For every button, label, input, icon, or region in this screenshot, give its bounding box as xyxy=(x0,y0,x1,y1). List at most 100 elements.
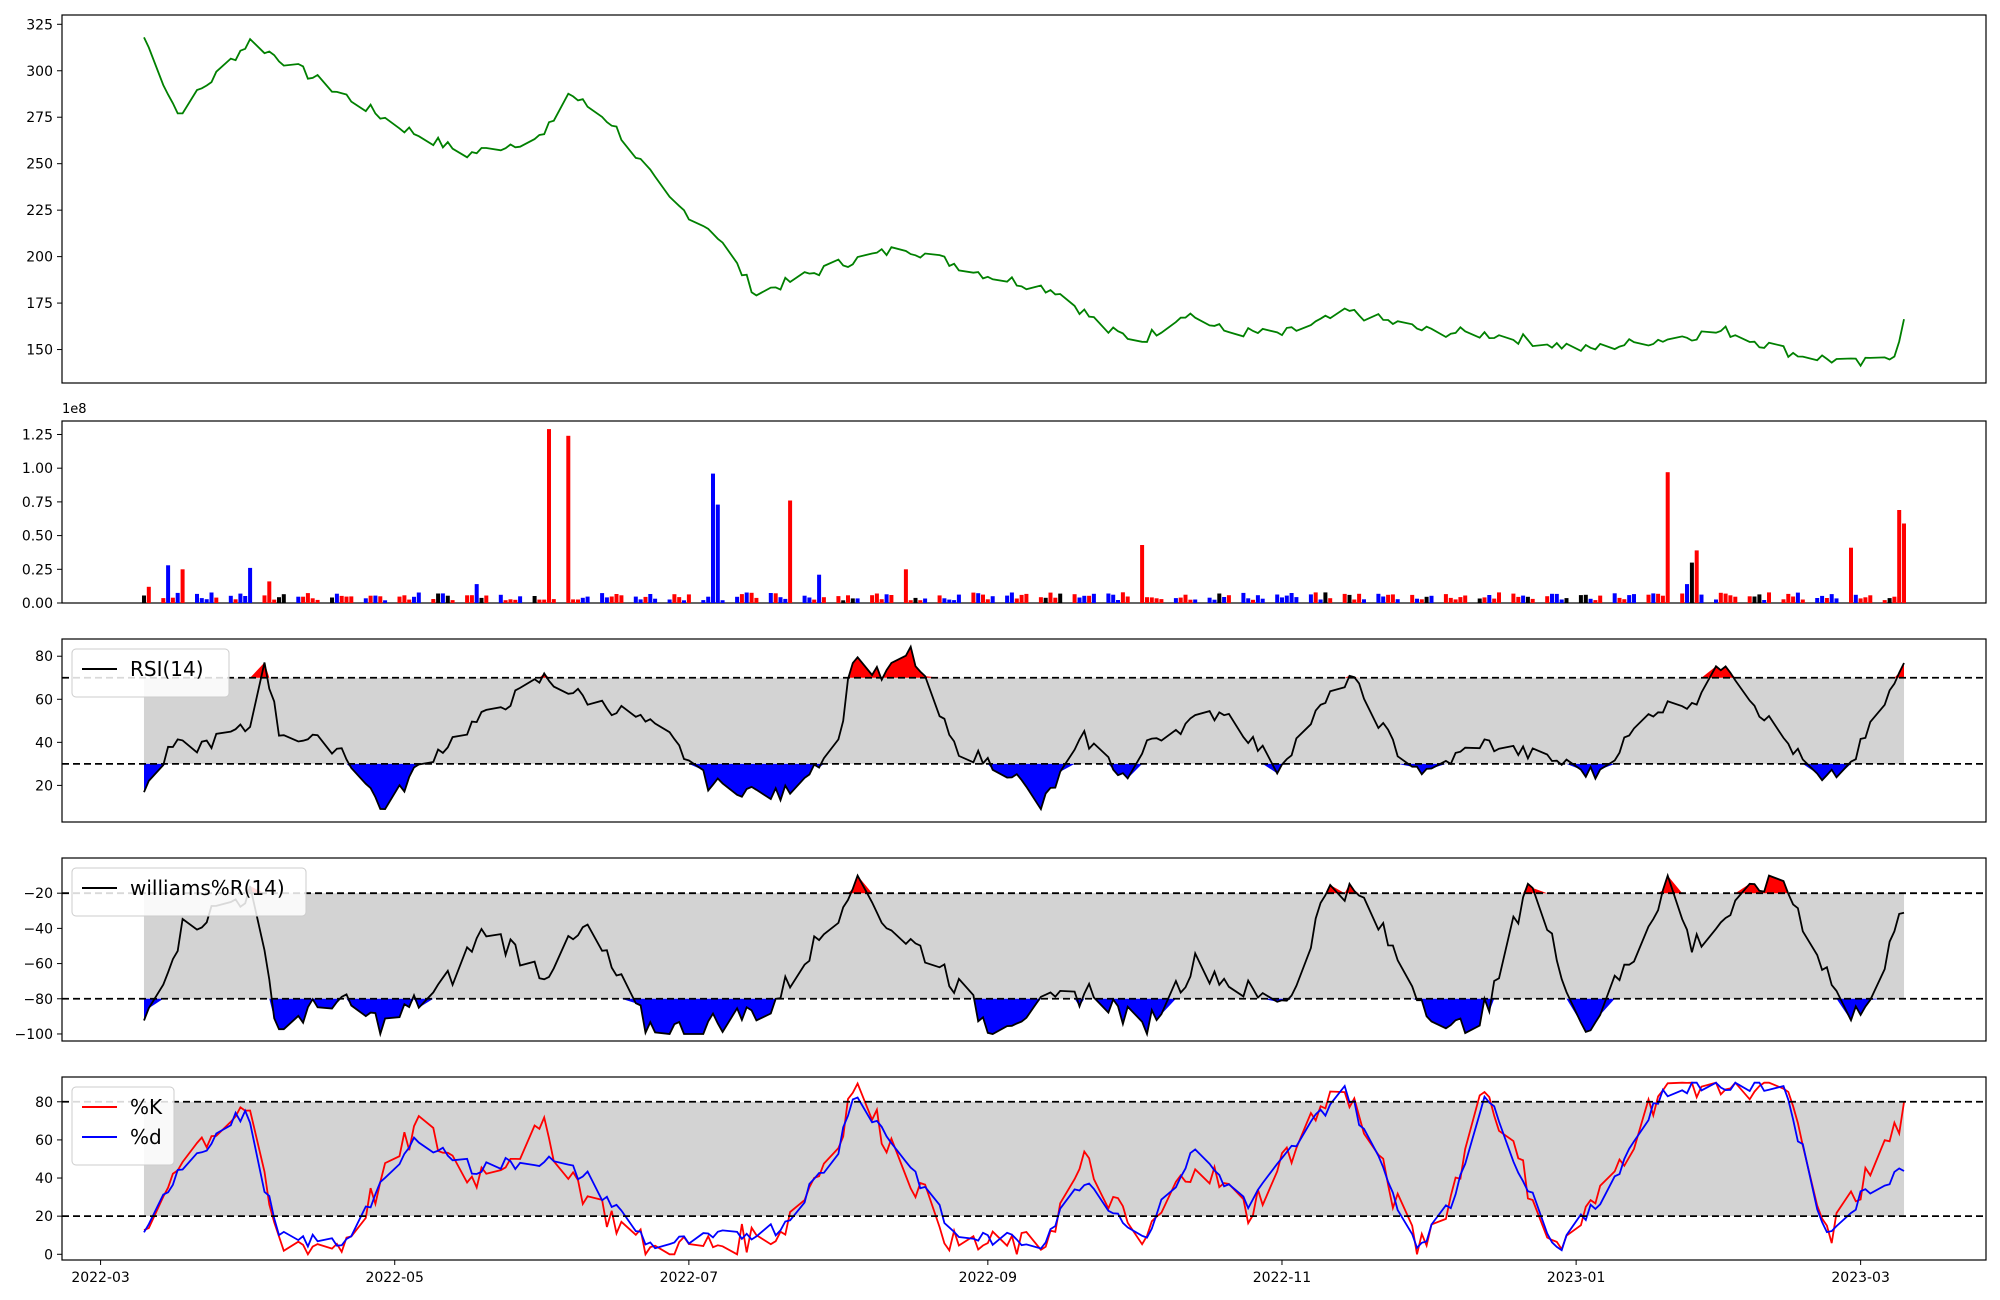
volume-bar xyxy=(532,596,537,603)
volume-bar xyxy=(1183,594,1188,603)
volume-bar xyxy=(1482,597,1487,603)
volume-bar xyxy=(474,584,479,603)
volume-bar xyxy=(1863,597,1868,603)
volume-bar xyxy=(633,596,638,603)
volume-bar xyxy=(1902,523,1906,603)
volume-bar xyxy=(812,599,817,603)
volume-bar xyxy=(1728,595,1733,603)
volume-bar xyxy=(1786,593,1791,603)
volume-bar xyxy=(1820,595,1825,603)
x-tick-label: 2023-03 xyxy=(1831,1270,1890,1286)
volume-bar xyxy=(1260,598,1265,603)
volume-bar xyxy=(199,598,204,603)
volume-bar xyxy=(378,596,383,603)
volume-bar xyxy=(407,599,412,603)
stochastic-band xyxy=(143,1101,1905,1217)
volume-bar xyxy=(1116,600,1120,603)
volume-bar xyxy=(1521,595,1526,603)
volume-bar xyxy=(551,599,556,603)
volume-bar xyxy=(368,595,373,603)
volume-bar xyxy=(1868,595,1873,603)
volume-bar xyxy=(947,599,952,603)
volume-bar xyxy=(469,595,474,603)
price-ytick-label: 250 xyxy=(26,157,53,173)
volume-ytick-label: 0.00 xyxy=(22,596,53,612)
volume-bar xyxy=(855,598,860,603)
volume-bar xyxy=(802,595,807,603)
volume-bar xyxy=(672,594,677,603)
chart-panels: 1501752002252502753003250.000.250.500.75… xyxy=(15,14,1987,1286)
volume-bar xyxy=(1530,598,1535,603)
volume-bar xyxy=(503,600,508,603)
volume-bar xyxy=(1386,594,1391,603)
volume-bar xyxy=(383,600,388,603)
volume-bar xyxy=(600,593,605,603)
volume-bar xyxy=(956,594,961,603)
volume-bar xyxy=(1622,599,1627,603)
volume-bar xyxy=(686,594,691,603)
volume-bar xyxy=(412,596,416,603)
volume-bar xyxy=(1829,594,1834,603)
volume-bar xyxy=(1280,597,1284,603)
volume-bar xyxy=(566,435,571,603)
volume-bar xyxy=(1492,598,1497,603)
volume-bar xyxy=(1791,596,1796,603)
volume-frame xyxy=(61,420,1987,604)
volume-bar xyxy=(204,599,209,603)
volume-bar xyxy=(913,597,918,603)
volume-bar xyxy=(416,592,421,603)
volume-bar xyxy=(161,598,166,603)
volume-bar xyxy=(1757,594,1762,603)
volume-bar xyxy=(571,599,576,603)
rsi-legend-label: RSI(14) xyxy=(130,657,204,681)
volume-bar xyxy=(643,596,648,603)
volume-bar xyxy=(677,597,682,603)
volume-bar xyxy=(1419,599,1424,603)
volume-bar xyxy=(846,595,850,603)
volume-bar xyxy=(1342,593,1347,603)
volume-bar xyxy=(836,596,841,603)
volume-bar xyxy=(648,594,653,603)
volume-bar xyxy=(1815,598,1820,603)
price-ytick-label: 300 xyxy=(26,64,53,80)
volume-bar xyxy=(1255,595,1260,603)
volume-ytick-label: 0.50 xyxy=(22,529,53,545)
volume-bar xyxy=(1212,599,1217,603)
williams-ytick-label: −80 xyxy=(23,992,53,1008)
volume-bar xyxy=(1111,594,1116,603)
volume-bar xyxy=(281,594,286,603)
volume-bar xyxy=(1656,593,1661,603)
volume-bar xyxy=(1497,592,1501,603)
volume-bar xyxy=(768,593,773,603)
volume-bar xyxy=(445,595,450,603)
volume-bar xyxy=(1178,597,1183,603)
volume-bar xyxy=(1424,596,1429,603)
volume-bar xyxy=(1381,596,1386,603)
volume-bar xyxy=(513,599,518,603)
volume-bar xyxy=(1352,599,1357,603)
williams-line xyxy=(143,872,1905,1038)
volume-bar xyxy=(1145,597,1149,603)
volume-bar xyxy=(1048,592,1053,603)
volume-bar xyxy=(874,593,879,603)
volume-bar xyxy=(498,594,503,603)
volume-bar xyxy=(923,598,928,603)
volume-bar xyxy=(739,594,744,603)
volume-bar xyxy=(1892,596,1897,603)
volume-bar xyxy=(1651,593,1656,603)
volume-bar xyxy=(706,596,711,603)
volume-bar xyxy=(1477,598,1482,603)
volume-bar xyxy=(604,597,609,603)
volume-bar xyxy=(1849,547,1853,603)
stochastic-legend-label: %K xyxy=(130,1095,163,1119)
price-ytick-label: 150 xyxy=(26,343,53,359)
volume-bar xyxy=(1120,592,1125,603)
stochastic-frame xyxy=(61,1076,1987,1261)
volume-bar xyxy=(214,597,219,603)
volume-bar xyxy=(1058,593,1063,603)
stochastic-d-line xyxy=(143,1081,1905,1252)
volume-bar xyxy=(1217,593,1222,603)
volume-bar xyxy=(1747,596,1752,603)
volume-bar xyxy=(788,500,793,603)
volume-bar xyxy=(821,597,826,603)
